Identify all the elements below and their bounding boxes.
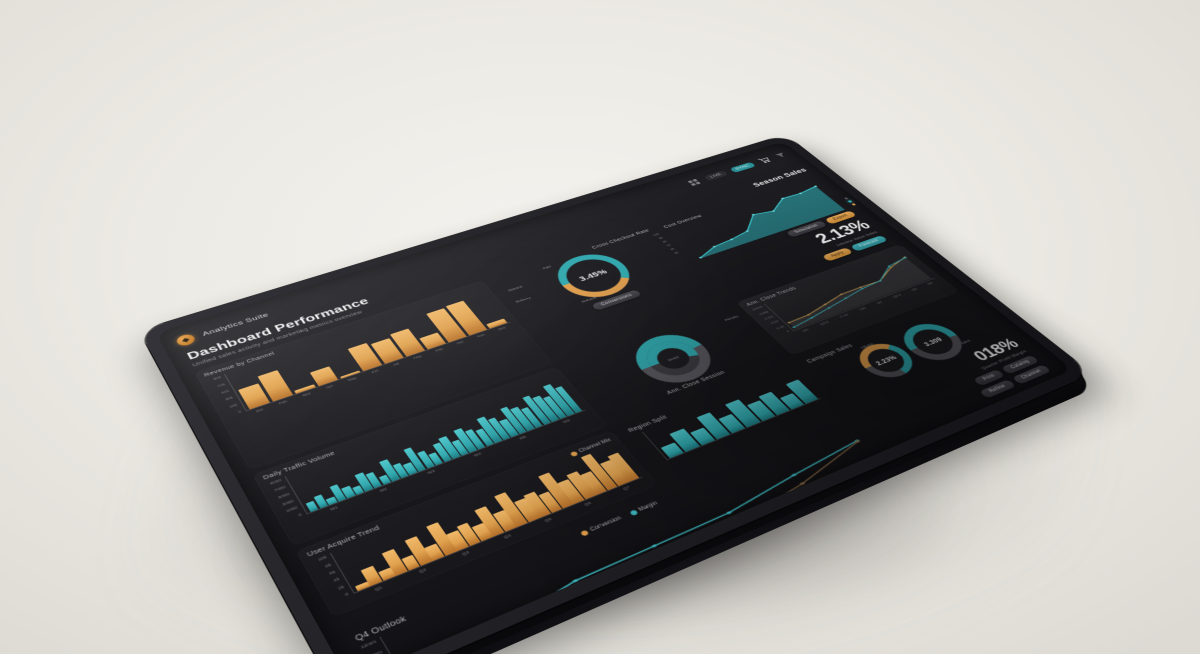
y-tick: 8k [324, 562, 332, 569]
x-tick: Q1 [373, 585, 384, 593]
x-tick: Q2.0 [891, 293, 903, 299]
y-tick: 54k [220, 389, 230, 395]
sessions-donut-outer[interactable]: Detail [622, 327, 725, 392]
x-tick: Dec [497, 325, 507, 332]
y-tick: 0 [297, 512, 303, 518]
x-tick: W2 [378, 486, 389, 494]
donut-label: Delivery [514, 295, 532, 304]
x-tick: W4 [473, 451, 483, 458]
x-tick: Q4 [871, 488, 881, 495]
x-tick: Oct [455, 340, 465, 346]
x-tick: W5 [518, 434, 528, 441]
donut-label: Returns [507, 284, 524, 292]
x-tick: Nov [476, 333, 486, 339]
x-tick: Feb [743, 544, 755, 552]
filter-icon[interactable] [773, 151, 789, 159]
x-tick: W3 [426, 469, 436, 476]
x-tick: W6 [562, 418, 572, 425]
x-tick: Q4 [875, 300, 884, 305]
legend-dot-orange [580, 529, 590, 537]
donut-label: Sales [959, 338, 972, 345]
checkout-donut-value: 3.45% [577, 268, 610, 283]
y-tick: 6k [328, 569, 337, 576]
x-tick: Q4 [502, 533, 512, 540]
x-tick: Q2 [418, 567, 428, 575]
x-tick: Mar [809, 515, 820, 523]
x-tick: W1 [329, 505, 339, 512]
checkout-donut-hole: 3.45% [556, 254, 631, 299]
y-tick: 2k [337, 584, 345, 591]
x-tick: Q5 [543, 516, 553, 524]
x-tick: Feb [278, 399, 289, 406]
top-chip-sync[interactable]: SYNC [728, 161, 756, 173]
top-chip-live[interactable]: LIVE [703, 170, 728, 181]
y-tick: 5000 [277, 491, 291, 500]
y-tick: 0.15 [775, 324, 786, 330]
y-tick: 50 [673, 251, 680, 255]
x-tick: May [347, 376, 358, 382]
donut-label: Refunds [580, 296, 598, 304]
status-lights [843, 197, 857, 206]
x-tick: Q6 [583, 500, 593, 507]
brand-logo-icon: ◆ [174, 332, 197, 348]
y-tick: 0 [785, 329, 791, 334]
y-tick: 3000 [281, 498, 295, 507]
y-tick: 70 [665, 243, 672, 248]
y-tick: 80 [661, 240, 668, 244]
y-tick: 36k [224, 395, 234, 402]
status-light-on [847, 200, 853, 203]
x-tick: Apr [324, 384, 334, 390]
y-tick: 0 [237, 409, 242, 414]
x-tick: Nov [527, 639, 540, 648]
status-light-off [843, 197, 849, 200]
y-tick: 90 [657, 236, 664, 240]
x-tick: Jun [370, 368, 380, 375]
campaign-donut-1-value: 2.23% [874, 354, 899, 367]
cart-icon[interactable] [756, 156, 773, 164]
x-tick: 140 [858, 306, 867, 312]
status-light-warn [851, 203, 857, 206]
x-tick: Jan [675, 574, 687, 582]
x-tick: Q3 [910, 287, 919, 292]
y-tick: 18k [228, 402, 238, 409]
campaign-donut-2-hole: 3.309 [905, 325, 962, 359]
x-tick: Dec [603, 606, 616, 614]
x-tick: Jul [392, 361, 400, 367]
x-tick: Q3 [461, 550, 471, 557]
y-tick: 0.6M [758, 309, 770, 316]
x-tick: Q2.5 [819, 320, 830, 326]
campaign-donut-1-hole: 2.23% [860, 344, 912, 377]
y-tick: 1000 [285, 505, 299, 514]
y-tick: 0 [344, 591, 350, 598]
y-tick: 60 [669, 247, 676, 251]
sessions-donut-hole: Detail [651, 344, 696, 373]
sessions-donut-inner[interactable]: Detail [637, 336, 710, 382]
x-tick: Jan [801, 327, 810, 333]
y-tick: 0.2m [763, 314, 775, 321]
x-tick: Jan [254, 407, 265, 414]
y-tick: 9000 [269, 478, 283, 486]
y-tick: 0.02 [769, 319, 780, 325]
legend-dot-teal [629, 509, 639, 517]
y-tick: 4k [332, 576, 341, 584]
y-tick: 7000 [273, 485, 287, 493]
x-tick: Mar [301, 391, 312, 398]
donut-label: Primary [723, 314, 740, 322]
y-tick: 72k [216, 382, 226, 388]
tablet-device: ◆ Analytics Suite LIVE SYNC [138, 134, 1098, 654]
campaign-donut-2-value: 3.309 [922, 336, 944, 348]
y-tick: 90k [212, 375, 222, 381]
x-tick: M3 [926, 281, 935, 286]
x-tick: Sep [434, 347, 444, 353]
x-tick: C.10 [838, 313, 850, 319]
sessions-inner-label: Detail [667, 355, 680, 363]
x-tick: Q7 [622, 485, 631, 492]
donut-label: Paid [542, 265, 552, 271]
x-tick: Aug [412, 354, 423, 360]
grid-icon[interactable] [686, 178, 703, 187]
sessions-donut-gap: Detail [637, 336, 710, 382]
y-tick: 10mm [366, 649, 383, 654]
